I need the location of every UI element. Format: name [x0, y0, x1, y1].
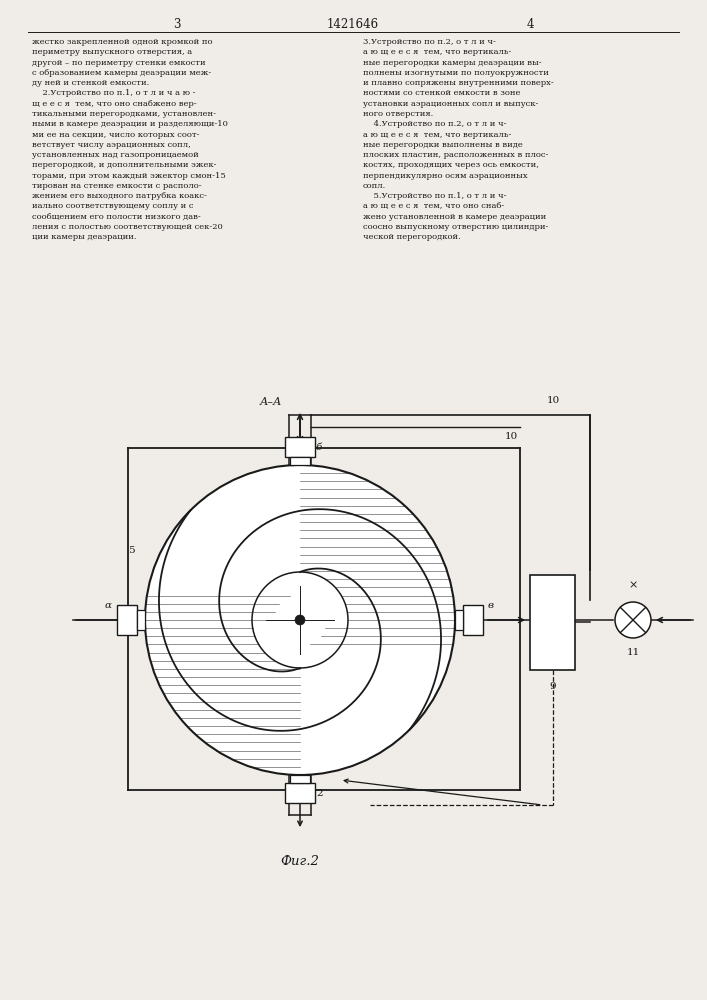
Text: А–А: А–А: [259, 397, 282, 407]
Text: 11: 11: [626, 648, 640, 657]
Text: ×: ×: [629, 580, 638, 590]
Circle shape: [615, 602, 651, 638]
Text: 3.Устройство по п.2, о т л и ч-
а ю щ е е с я  тем, что вертикаль-
ные перегород: 3.Устройство по п.2, о т л и ч- а ю щ е …: [363, 38, 554, 241]
Text: Фиг.2: Фиг.2: [281, 855, 320, 868]
Bar: [463, 605, 483, 635]
Bar: [285, 437, 315, 457]
Text: 3: 3: [173, 18, 181, 31]
Bar: [137, 610, 145, 630]
Text: в: в: [488, 600, 494, 609]
Text: 9: 9: [549, 682, 556, 691]
Bar: [285, 783, 315, 803]
Text: 5: 5: [129, 546, 135, 555]
Bar: [530, 575, 575, 670]
Bar: [117, 605, 137, 635]
Bar: [455, 610, 463, 630]
Bar: [290, 457, 310, 465]
Circle shape: [295, 615, 305, 625]
Text: 10: 10: [547, 396, 560, 405]
Text: 1421646: 1421646: [327, 18, 379, 31]
Circle shape: [145, 465, 455, 775]
Text: α: α: [105, 600, 112, 609]
Text: жестко закрепленной одной кромкой по
периметру выпускного отверстия, а
другой – : жестко закрепленной одной кромкой по пер…: [32, 38, 228, 241]
Text: б: б: [316, 442, 322, 452]
Text: 4: 4: [526, 18, 534, 31]
Bar: [290, 775, 310, 783]
Text: 10: 10: [505, 432, 518, 441]
Text: 2: 2: [316, 788, 322, 798]
